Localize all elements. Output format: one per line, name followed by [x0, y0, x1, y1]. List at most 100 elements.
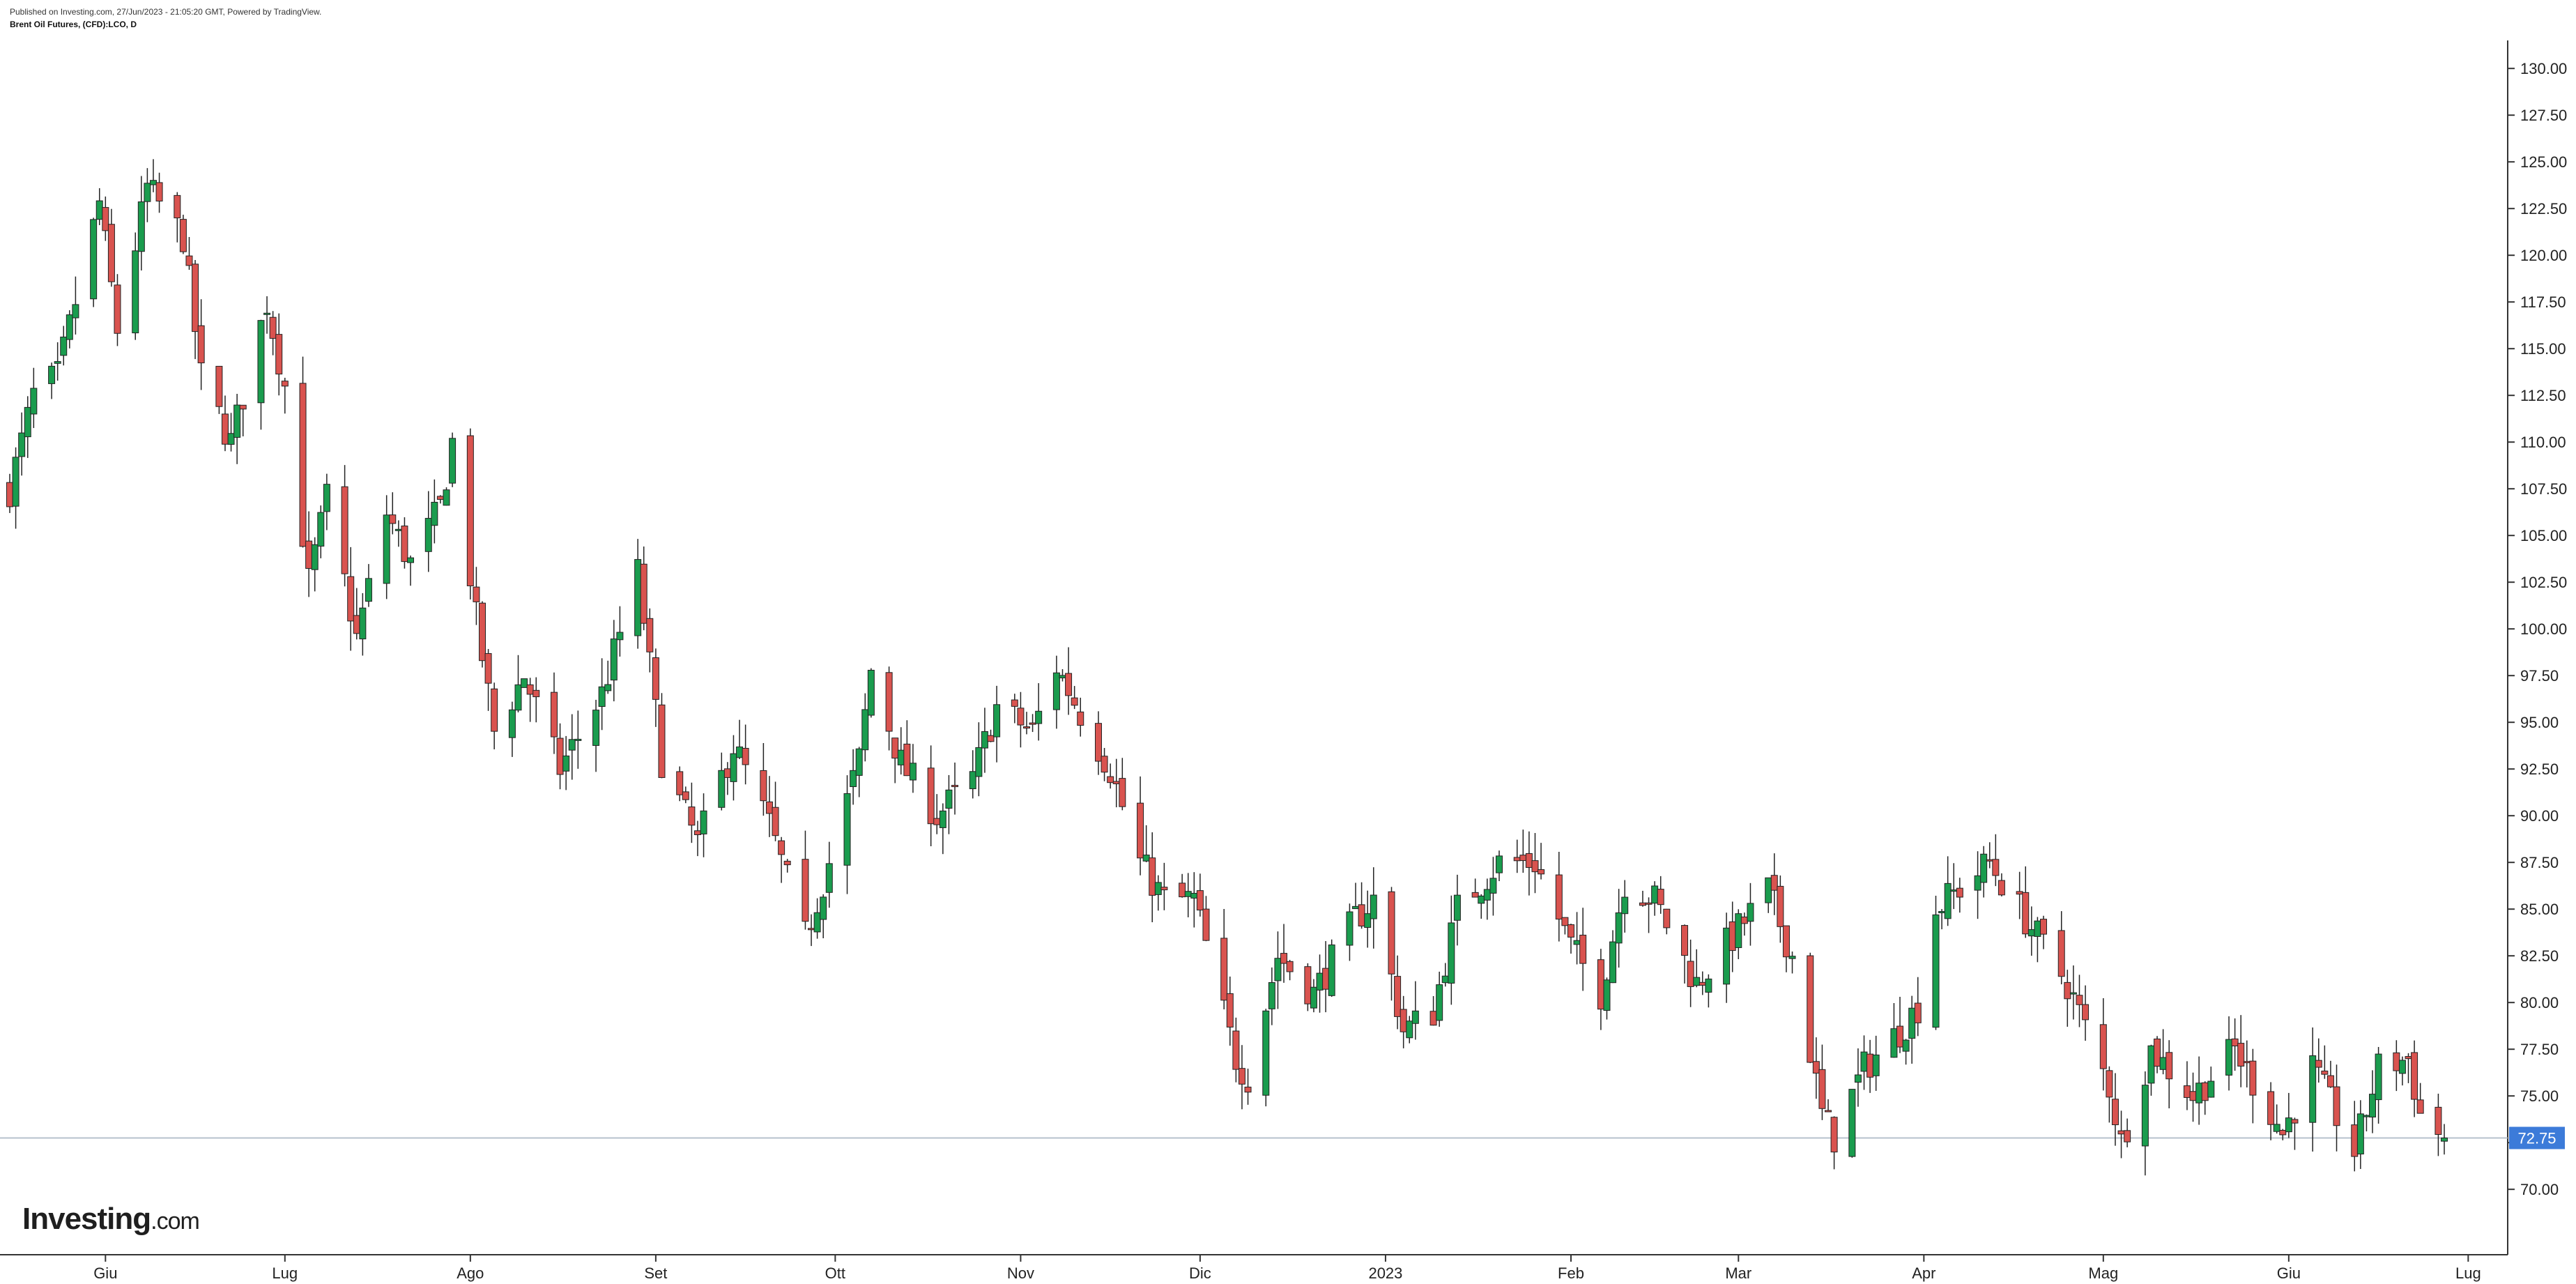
candle-down	[1914, 1002, 1922, 1023]
candle-up	[1651, 885, 1659, 904]
candle-up	[514, 684, 522, 711]
logo-bold: Investing	[22, 1202, 151, 1236]
candle-down	[1687, 961, 1694, 987]
candle-up	[1938, 911, 1946, 914]
candle-up	[718, 770, 726, 808]
candle-down	[765, 801, 773, 814]
candle-up	[1142, 855, 1150, 862]
candle-down	[269, 316, 277, 339]
candle-down	[2243, 1061, 2251, 1064]
candle-down	[1202, 908, 1210, 941]
x-tick-label: Feb	[1558, 1264, 1584, 1282]
candle-up	[359, 607, 367, 640]
candle-down	[1513, 857, 1521, 862]
y-tick-label: 100.00	[2520, 620, 2567, 638]
candle-up	[2034, 920, 2041, 937]
candle-up	[66, 314, 73, 340]
candle-up	[975, 747, 983, 777]
candle-down	[1322, 968, 1330, 990]
candle-down	[2076, 995, 2083, 1005]
candle-down	[1358, 904, 1365, 927]
candle-up	[2069, 992, 2077, 995]
candle-up	[1310, 986, 1317, 1009]
candle-up	[227, 433, 235, 445]
candle-up	[54, 361, 61, 364]
candle-down	[742, 747, 749, 765]
candle-down	[275, 334, 283, 375]
candle-up	[568, 739, 576, 751]
candle-up	[1184, 891, 1192, 897]
candle-down	[174, 194, 181, 219]
candle-down	[1782, 925, 1790, 958]
candle-down	[1304, 966, 1312, 1004]
candle-down	[1119, 778, 1126, 807]
candle-down	[2279, 1129, 2287, 1136]
candle-up	[48, 365, 56, 384]
candle-up	[2285, 1117, 2292, 1133]
candle-down	[1011, 699, 1018, 707]
candle-down	[652, 657, 659, 700]
candle-up	[311, 544, 319, 570]
candle-down	[693, 830, 701, 835]
y-tick-label: 107.50	[2520, 480, 2567, 498]
candle-down	[951, 785, 959, 788]
candle-down	[688, 807, 696, 826]
candle-up	[1944, 882, 1952, 919]
candle-down	[1149, 857, 1156, 896]
candle-up	[1705, 978, 1712, 993]
candle-up	[850, 770, 857, 788]
candle-up	[1489, 878, 1497, 894]
candle-down	[114, 284, 121, 334]
candle-down	[1740, 916, 1748, 924]
candle-down	[2165, 1052, 2173, 1080]
candle-up	[1860, 1051, 1868, 1072]
candle-down	[1196, 890, 1204, 911]
candle-up	[1436, 984, 1443, 1021]
candle-up	[634, 559, 642, 636]
candle-up	[945, 789, 953, 809]
candle-down	[179, 219, 187, 252]
candle-down	[1531, 860, 1539, 873]
y-tick-label: 80.00	[2520, 994, 2559, 1011]
chart-header: Published on Investing.com, 27/Jun/2023 …	[10, 6, 321, 31]
candle-down	[1220, 938, 1228, 1001]
candle-down	[1866, 1053, 1874, 1078]
candle-down	[646, 618, 654, 652]
candle-down	[155, 182, 163, 201]
candle-down	[658, 704, 666, 778]
y-tick-label: 122.50	[2520, 200, 2567, 217]
candle-up	[1890, 1028, 1898, 1058]
candle-up	[449, 438, 457, 484]
y-tick-label: 92.50	[2520, 761, 2559, 778]
candle-down	[1179, 882, 1186, 898]
candle-up	[909, 763, 917, 781]
x-tick-label: Apr	[1912, 1264, 1935, 1282]
candle-down	[1286, 961, 1294, 972]
y-tick-label: 130.00	[2520, 60, 2567, 77]
candle-down	[2231, 1038, 2239, 1047]
candle-down	[2201, 1082, 2209, 1101]
candle-up	[562, 755, 570, 772]
y-tick-label: 97.50	[2520, 667, 2559, 685]
candle-down	[2435, 1106, 2442, 1135]
candle-down	[1388, 891, 1395, 975]
candle-up	[2141, 1085, 2149, 1147]
candle-up	[95, 200, 103, 220]
candle-down	[1400, 1009, 1407, 1032]
candle-down	[1232, 1030, 1240, 1070]
candle-down	[1471, 892, 1479, 898]
candle-up	[1609, 941, 1617, 984]
candle-up	[820, 896, 827, 920]
candle-down	[1094, 723, 1102, 762]
candle-down	[281, 381, 289, 387]
candle-up	[394, 528, 402, 531]
candle-up	[1735, 913, 1742, 948]
candle-down	[550, 691, 558, 737]
candle-down	[197, 325, 205, 364]
candle-down	[987, 735, 995, 742]
candle-down	[2393, 1052, 2400, 1071]
candle-down	[2249, 1060, 2257, 1096]
candle-down	[1017, 708, 1025, 726]
candle-down	[466, 435, 474, 586]
